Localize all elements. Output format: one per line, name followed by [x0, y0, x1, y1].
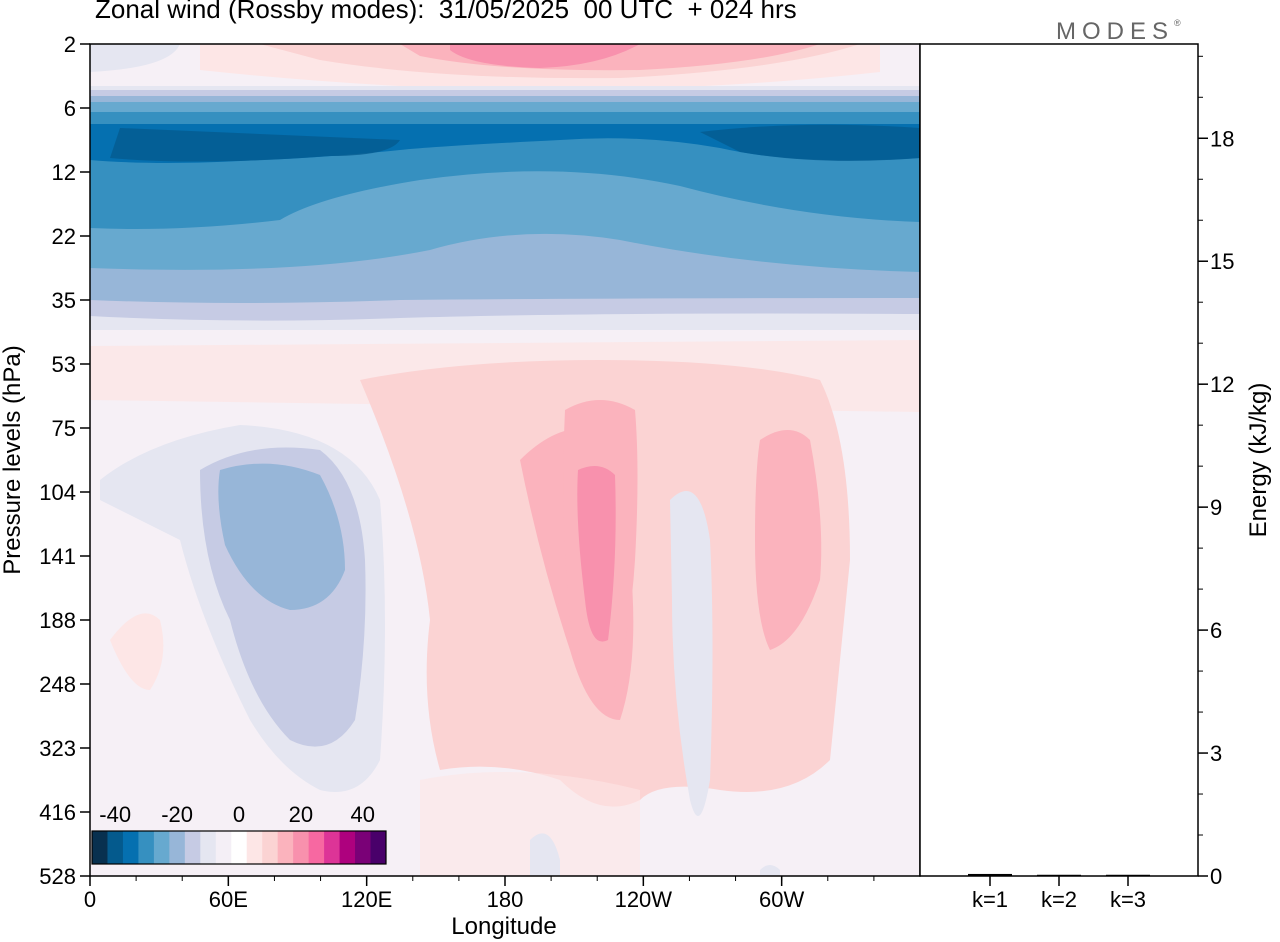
energy-bar [1106, 874, 1150, 877]
y-tick-label: 22 [52, 224, 76, 249]
energy-tick-label: 3 [1210, 741, 1222, 766]
energy-tick-label: 15 [1210, 249, 1234, 274]
colorbar-swatch [339, 831, 356, 864]
colorbar-swatch [184, 831, 201, 864]
y-tick-label: 104 [39, 480, 76, 505]
energy-panel-frame [919, 43, 1199, 877]
colorbar-swatch [370, 831, 387, 864]
colorbar: -40 -20 0 20 40 [91, 802, 387, 865]
colorbar-swatch [355, 831, 372, 864]
energy-bar [1037, 874, 1081, 877]
x-tick-label: 120E [341, 887, 392, 912]
colorbar-swatch [324, 831, 341, 864]
colorbar-swatch [293, 831, 310, 864]
energy-tick-label: 18 [1210, 126, 1234, 151]
colorbar-label: -20 [161, 802, 193, 827]
energy-axis: 0 3 6 9 12 15 18 [1198, 55, 1234, 889]
y-tick-label: 248 [39, 672, 76, 697]
y-tick-label: 12 [52, 160, 76, 185]
energy-category-label: k=3 [1110, 887, 1146, 912]
colorbar-label: -40 [99, 802, 131, 827]
y-tick-label: 141 [39, 544, 76, 569]
x-tick-label: 180 [487, 887, 524, 912]
x-tick-label: 120W [615, 887, 673, 912]
energy-tick-label: 12 [1210, 372, 1234, 397]
energy-tick-label: 0 [1210, 864, 1222, 889]
colorbar-swatch [122, 831, 139, 864]
y-tick-label: 416 [39, 800, 76, 825]
x-tick-label: 0 [84, 887, 96, 912]
colorbar-swatch [262, 831, 279, 864]
y-tick-label: 53 [52, 352, 76, 377]
colorbar-swatch [231, 831, 248, 864]
colorbar-frame [91, 830, 387, 865]
y-tick-label: 528 [39, 864, 76, 889]
energy-tick-label: 6 [1210, 618, 1222, 643]
colorbar-swatch [200, 831, 217, 864]
colorbar-label: 0 [233, 802, 245, 827]
energy-category-label: k=2 [1041, 887, 1077, 912]
y-tick-label: 188 [39, 608, 76, 633]
wind-field [90, 44, 920, 876]
colorbar-swatch [277, 831, 294, 864]
y-tick-label: 2 [64, 32, 76, 57]
colorbar-swatch [107, 831, 124, 864]
energy-bar [968, 873, 1012, 876]
colorbar-swatch [92, 831, 108, 864]
energy-tick-label: 9 [1210, 495, 1222, 520]
colorbar-swatch [169, 831, 186, 864]
y-axis-label: Pressure levels (hPa) [0, 345, 26, 574]
energy-bars: k=1 k=2 k=3 [968, 873, 1150, 912]
registered-mark: ® [1174, 18, 1181, 28]
x-tick-label: 60E [209, 887, 248, 912]
colorbar-swatch [308, 831, 325, 864]
y-tick-label: 35 [52, 288, 76, 313]
logo-text: MODES [1056, 18, 1175, 45]
x-tick-label: 60W [759, 887, 804, 912]
colorbar-swatch [138, 831, 155, 864]
y-tick-label: 323 [39, 736, 76, 761]
energy-axis-label: Energy (kJ/kg) [1245, 383, 1272, 538]
colorbar-swatch [153, 831, 170, 864]
x-axis: 0 60E 120E 180 120W 60W [84, 876, 875, 912]
colorbar-swatch [215, 831, 232, 864]
colorbar-label: 20 [289, 802, 313, 827]
y-axis: 2 6 12 22 35 53 75 104 141 188 248 323 416 528 [39, 32, 90, 889]
y-tick-label: 6 [64, 96, 76, 121]
colorbar-swatch [246, 831, 263, 864]
chart-title: Zonal wind (Rossby modes): 31/05/2025 00… [95, 0, 797, 24]
y-tick-label: 75 [52, 416, 76, 441]
modes-logo: MODES® [1056, 18, 1181, 46]
x-axis-label: Longitude [451, 913, 556, 940]
energy-category-label: k=1 [972, 887, 1008, 912]
colorbar-label: 40 [351, 802, 375, 827]
